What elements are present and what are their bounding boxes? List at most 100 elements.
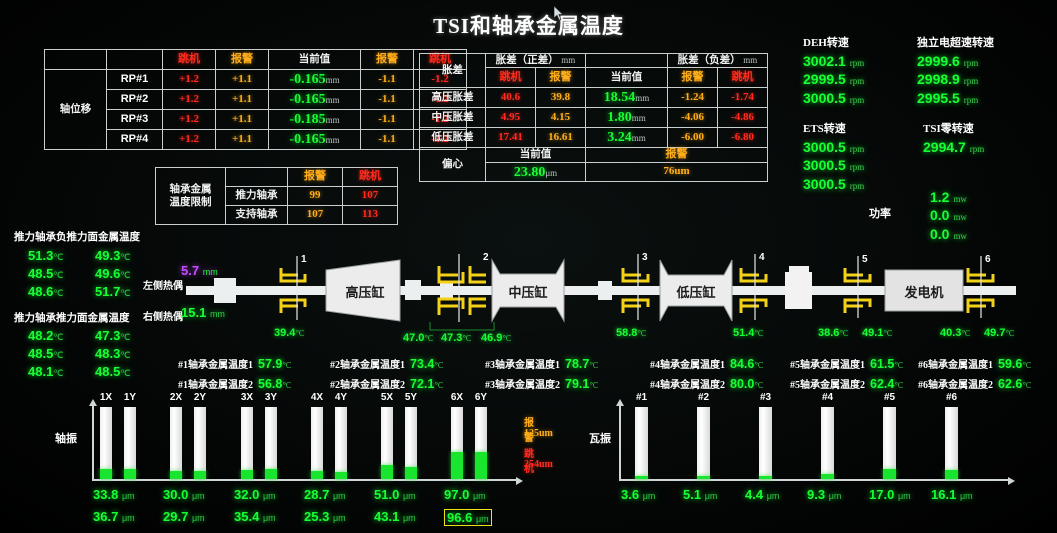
ets-unit-1: rpm [849, 144, 865, 154]
trip-lo-value: -1.74 [717, 87, 768, 109]
trip-value: 113 [342, 205, 398, 225]
bar [124, 407, 136, 479]
v: 17.0 [869, 487, 895, 502]
u: μm [402, 491, 416, 501]
table-row: 轴位移 RP#1 +1.2 +1.1 -0.165mm -1.1 -1.2 [44, 69, 467, 150]
turbine-svg [186, 254, 1016, 331]
bar-fill [945, 469, 958, 479]
tsi-zero-speed-title: TSI零转速 [923, 123, 974, 135]
v: 51.7 [95, 284, 121, 299]
limit-row-name: 推力轴承 [225, 186, 288, 206]
bar-label: 5Y [404, 392, 418, 403]
shaft-alarm-value: 125um [524, 428, 553, 439]
v: 49.3 [95, 248, 121, 263]
bar-label: 2X [169, 392, 183, 403]
thrust-pos-right-2: 48.3℃ [95, 346, 130, 361]
power-label: 功率 [869, 208, 891, 220]
trip-lo-value: -4.86 [717, 107, 768, 129]
alarm-lo-value: -1.1 [360, 129, 414, 150]
header-current: 当前值 [268, 49, 361, 70]
u: ℃ [1005, 329, 1015, 338]
bar-value: 51.0 μm [374, 487, 416, 502]
bar-label: #3 [759, 392, 772, 403]
indep-overspeed-value-1: 2999.6 rpm [917, 52, 994, 70]
rp-name: RP#4 [106, 129, 163, 150]
u: μm [262, 513, 276, 523]
thrust-pos-right-column: 47.3℃ 48.3℃ 48.5℃ [95, 328, 130, 379]
deh-speed-value-3: 3000.5 rpm [803, 89, 864, 107]
current-value: 3.24 [607, 130, 632, 146]
thrust-bearing-pos-title-text: 推力轴承推力面金属温度 [14, 313, 130, 324]
u: ℃ [961, 329, 971, 338]
thrust-neg-right-2: 49.6℃ [95, 266, 130, 281]
header-trip-hi: 跳机 [162, 49, 216, 70]
deh-unit-1: rpm [849, 58, 865, 68]
bar-label: 1X [99, 392, 113, 403]
alarm-value: 107 [287, 205, 343, 225]
bar-fill [883, 469, 896, 479]
bar-fill [335, 471, 347, 479]
bmt-row: #5轴承金属温度2 62.4℃ [790, 375, 903, 393]
bearing-1-temp-1: 39.4℃ [274, 327, 304, 339]
bearing-3-temp-1: 58.8℃ [616, 327, 646, 339]
tsi-zero-unit: rpm [969, 144, 985, 154]
header-alarm-lo: 报警 [360, 49, 414, 70]
bearing-number-3: 3 [642, 252, 648, 263]
bmt-unit: ℃ [434, 361, 444, 370]
bmt-row: #1轴承金属温度1 57.9℃ [178, 355, 291, 373]
bar-value: 43.1 μm [374, 509, 416, 524]
bar-value: 25.3 μm [304, 509, 346, 524]
bmt-row: #5轴承金属温度1 61.5℃ [790, 355, 903, 373]
bar [759, 407, 772, 479]
bar-value: 3.6 μm [621, 487, 655, 502]
alarm-lo-value: -1.24 [667, 87, 718, 109]
bmt-value: 62.6 [998, 377, 1023, 391]
bearing-metal-temp-group-5: #5轴承金属温度1 61.5℃ #5轴承金属温度2 62.4℃ [790, 355, 903, 393]
ets-speed-value-3: 3000.5 rpm [803, 175, 864, 193]
header-trip: 跳机 [342, 167, 398, 187]
u: ℃ [120, 288, 131, 298]
thrust-neg-right-1: 49.3℃ [95, 248, 130, 263]
bar-value: 97.0 μm [444, 487, 486, 502]
diff-expansion-purple-readout: 5.7 mm [181, 263, 218, 278]
header-alarm: 报警 [287, 167, 343, 187]
alarm-hi-value: 39.8 [535, 87, 586, 109]
current-value: -0.185 [289, 112, 326, 128]
table-header-row: 胀差 胀差（正差） mm 胀差（负差） mm [419, 52, 768, 89]
bearing-number-4: 4 [759, 252, 765, 263]
bar-label: #2 [697, 392, 710, 403]
bearing-2-temp-3: 46.9℃ [481, 332, 511, 344]
u: μm [191, 513, 205, 523]
bar-value: 5.1 μm [683, 487, 717, 502]
indep-unit-3: rpm [963, 94, 979, 105]
bar-value: 4.4 μm [745, 487, 779, 502]
v: 49.7 [984, 327, 1006, 339]
v: 97.0 [444, 487, 470, 502]
unit: mm [325, 95, 340, 106]
bearing-number-2: 2 [483, 252, 489, 263]
u: mm [202, 267, 218, 277]
bmt-value: 84.6 [730, 357, 755, 371]
v: 49.6 [95, 266, 121, 281]
trip-hi-value: +1.2 [162, 89, 216, 110]
u: μm [704, 491, 718, 501]
bmt-row: #2轴承金属温度1 73.4℃ [330, 355, 443, 373]
power-value-2: 0.0 mw [930, 206, 967, 224]
differential-expansion-table: 胀差 胀差（正差） mm 胀差（负差） mm 跳机 报警 当前值 报警 跳机 高… [419, 52, 768, 183]
y-axis-arrow-icon [89, 399, 97, 406]
bearing-6-temp-2: 49.7℃ [984, 327, 1014, 339]
bar-label: #6 [945, 392, 958, 403]
trip-hi-value: +1.2 [162, 129, 216, 150]
eccentricity-label: 偏心 [419, 147, 486, 183]
ets-speed-group: ETS转速 3000.5 rpm 3000.5 rpm 3000.5 rpm [803, 120, 864, 193]
thrust-pos-left-2: 48.5℃ [28, 346, 63, 361]
bar-value: 32.0 μm [234, 487, 276, 502]
indep-unit-2: rpm [963, 76, 979, 87]
v: 15.1 [181, 305, 207, 320]
x-axis-arrow-icon [516, 477, 523, 485]
u: ℃ [53, 252, 64, 262]
power-value-3-text: 0.0 [930, 225, 950, 242]
bar-fill [311, 470, 323, 479]
bar-value: 28.7 μm [304, 487, 346, 502]
thrust-neg-right-3: 51.7℃ [95, 284, 130, 299]
